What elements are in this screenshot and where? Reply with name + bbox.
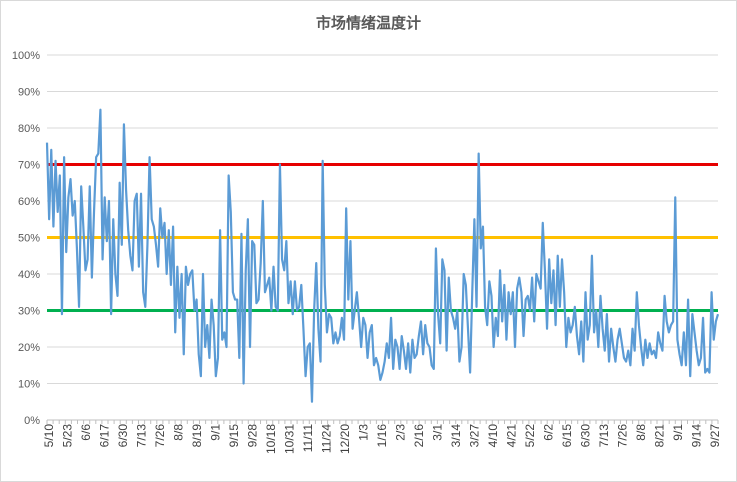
series-line — [45, 108, 720, 403]
y-tick-label: 80% — [18, 123, 40, 135]
y-tick-label: 20% — [18, 342, 40, 354]
x-tick-label: 1/3 — [357, 424, 371, 441]
x-tick-label: 7/26 — [616, 424, 630, 448]
x-tick-label: 3/14 — [449, 424, 463, 448]
x-tick-label: 8/8 — [634, 424, 648, 441]
x-tick-label: 6/30 — [579, 424, 593, 448]
x-tick-label: 10/31 — [283, 424, 297, 454]
x-tick-label: 6/17 — [98, 424, 112, 448]
x-axis: 5/10 5/23 6/6 6/17 6/30 7/13 7/26 8/8 8/19 9/1 9/1… — [42, 419, 722, 454]
x-tick-label: 3/27 — [468, 424, 482, 448]
y-tick-label: 60% — [18, 196, 40, 208]
x-tick-label: 7/26 — [153, 424, 167, 448]
x-tick-label: 6/2 — [542, 424, 556, 441]
x-tick-label: 1/16 — [375, 424, 389, 448]
x-tick-label: 5/23 — [61, 424, 75, 448]
x-tick-label: 6/15 — [560, 424, 574, 448]
x-tick-label: 11/24 — [320, 424, 334, 453]
y-axis-labels: 0% 10% 20% 30% 40% 50% 60% 70% 80% 90% 100% — [12, 50, 40, 427]
x-tick-label: 9/1 — [671, 424, 685, 441]
y-tick-label: 0% — [24, 415, 40, 427]
x-tick-label: 8/21 — [653, 424, 667, 448]
y-tick-label: 100% — [12, 50, 40, 62]
x-tick-label: 9/27 — [708, 424, 722, 448]
y-tick-label: 10% — [18, 379, 40, 391]
x-tick-label: 11/11 — [301, 424, 315, 453]
x-tick-label: 9/1 — [209, 424, 223, 441]
y-tick-label: 30% — [18, 306, 40, 318]
x-tick-label: 10/18 — [264, 424, 278, 454]
x-tick-label: 9/28 — [246, 424, 260, 448]
x-tick-label: 12/20 — [338, 424, 352, 454]
y-tick-label: 50% — [18, 233, 40, 245]
x-tick-label: 5/22 — [523, 424, 537, 448]
x-tick-label: 8/19 — [190, 424, 204, 448]
x-tick-label: 6/6 — [79, 424, 93, 441]
y-tick-label: 40% — [18, 269, 40, 281]
y-tick-label: 70% — [18, 160, 40, 172]
x-tick-label: 9/14 — [690, 424, 704, 448]
y-tick-label: 90% — [18, 87, 40, 99]
x-tick-label: 5/10 — [42, 424, 56, 448]
x-tick-label: 4/21 — [505, 424, 519, 448]
x-tick-label: 6/30 — [116, 424, 130, 448]
x-tick-label: 4/10 — [486, 424, 500, 448]
x-tick-label: 7/13 — [135, 424, 149, 448]
chart-title: 市场情绪温度计 — [315, 14, 421, 32]
plot-area — [45, 108, 720, 403]
x-tick-label: 2/16 — [412, 424, 426, 448]
x-tick-label: 2/3 — [394, 424, 408, 441]
x-tick-label: 3/1 — [431, 424, 445, 441]
x-tick-label: 8/8 — [172, 424, 186, 441]
x-tick-label: 9/15 — [227, 424, 241, 448]
x-tick-label: 7/13 — [597, 424, 611, 448]
